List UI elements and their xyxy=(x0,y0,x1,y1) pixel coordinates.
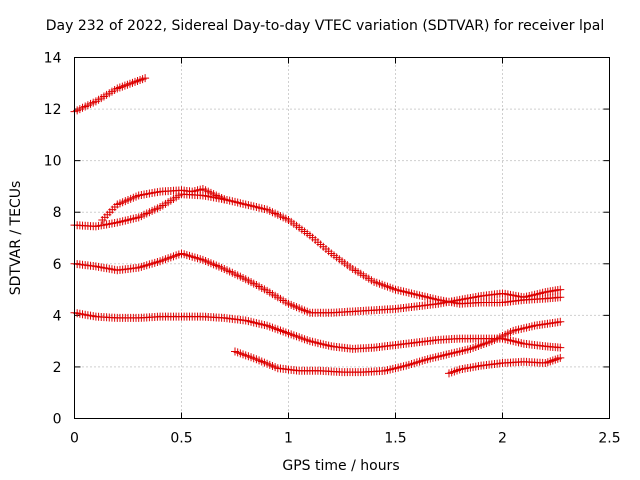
series-track-7 xyxy=(445,353,565,378)
data-point-marker xyxy=(556,343,565,352)
grid xyxy=(74,57,610,419)
y-tick-label: 12 xyxy=(44,102,62,118)
series-track-3 xyxy=(98,185,229,224)
x-tick-label: 2 xyxy=(498,431,507,447)
data-point-marker xyxy=(220,195,229,204)
x-tick-label: 0 xyxy=(70,431,79,447)
y-tick-label: 8 xyxy=(53,205,62,221)
data-point-marker xyxy=(556,293,565,302)
x-tick-label: 1.5 xyxy=(384,431,406,447)
data-series xyxy=(70,74,565,378)
data-point-marker xyxy=(556,353,565,362)
y-tick-label: 10 xyxy=(44,154,62,170)
y-tick-label: 2 xyxy=(53,360,62,376)
series-track-4 xyxy=(70,249,565,317)
x-tick-label: 0.5 xyxy=(170,431,192,447)
data-point-marker xyxy=(141,74,150,83)
y-tick-label: 14 xyxy=(44,51,62,67)
x-tick-label: 1 xyxy=(284,431,293,447)
y-axis-label: SDTVAR / TECUs xyxy=(8,181,24,296)
x-axis-label: GPS time / hours xyxy=(282,458,399,474)
series-track-2 xyxy=(70,190,565,308)
data-point-marker xyxy=(556,317,565,326)
series-track-6 xyxy=(231,317,565,377)
y-tick-label: 0 xyxy=(53,412,62,428)
x-tick-label: 2.5 xyxy=(598,431,620,447)
plot-frame xyxy=(74,57,610,419)
series-track-5 xyxy=(70,308,565,353)
data-point-marker xyxy=(556,285,565,294)
chart-title: Day 232 of 2022, Sidereal Day-to-day VTE… xyxy=(46,18,604,34)
y-tick-label: 4 xyxy=(53,308,62,324)
tick-labels: 0 0.5 1 1.5 2 2.5 0 2 4 6 8 10 12 14 xyxy=(44,51,621,447)
y-tick-label: 6 xyxy=(53,257,62,273)
